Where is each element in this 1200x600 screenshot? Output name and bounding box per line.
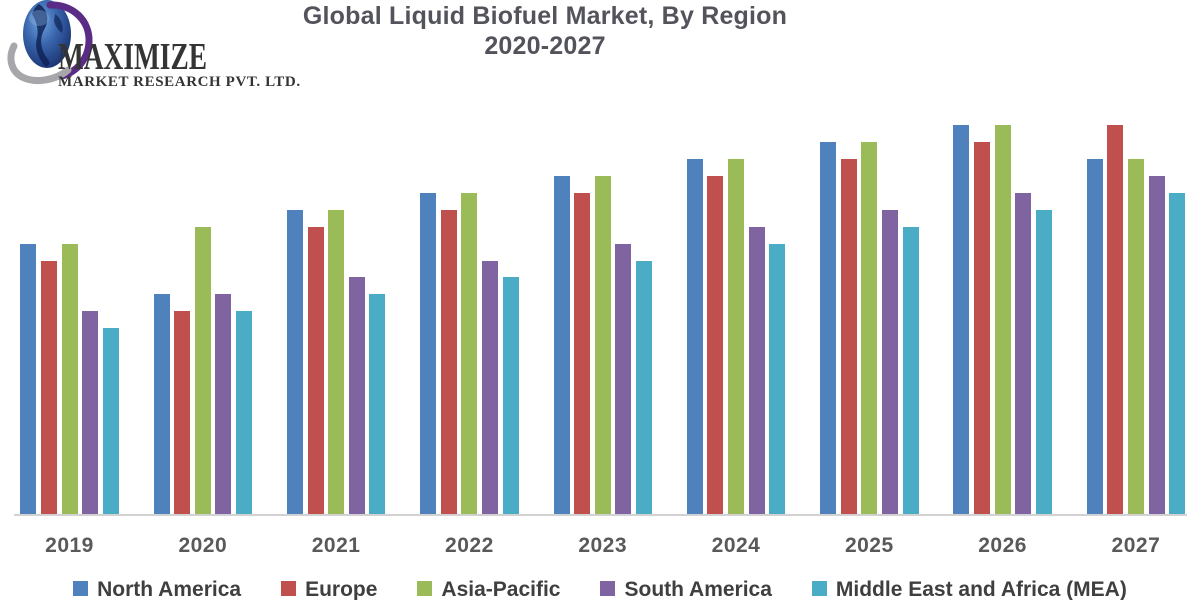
bar-asia-pacific-2022 bbox=[461, 193, 478, 514]
x-axis-line bbox=[14, 514, 1187, 516]
bar-asia-pacific-2026 bbox=[994, 125, 1011, 514]
legend-label-europe: Europe bbox=[305, 578, 378, 600]
bar-middle-east-and-africa-mea-2022 bbox=[502, 277, 519, 514]
bar-south-america-2020 bbox=[215, 294, 232, 514]
bar-europe-2021 bbox=[307, 227, 324, 514]
logo-subtitle-text: MARKET RESEARCH PVT. LTD. bbox=[58, 74, 301, 90]
x-axis-label-2020: 2020 bbox=[178, 534, 228, 557]
bar-europe-2025 bbox=[840, 159, 857, 514]
bar-europe-2027 bbox=[1107, 125, 1124, 514]
chart-legend: North America Europe Asia-Pacific South Ame… bbox=[0, 577, 1200, 600]
x-axis-label-2024: 2024 bbox=[711, 534, 761, 557]
chart-title: Global Liquid Biofuel Market, By Region … bbox=[250, 1, 840, 61]
chart-title-line2: 2020-2027 bbox=[484, 32, 606, 60]
legend-swatch-icon-asia-pacific bbox=[417, 581, 433, 596]
legend-item-north-america: North America bbox=[73, 577, 241, 600]
bar-north-america-2022 bbox=[420, 193, 437, 514]
bar-south-america-2021 bbox=[348, 277, 365, 514]
legend-swatch-icon-europe bbox=[281, 581, 297, 596]
legend-item-south-america: South America bbox=[600, 577, 772, 600]
bar-north-america-2021 bbox=[286, 210, 303, 514]
legend-label-north-america: North America bbox=[97, 578, 242, 600]
x-axis-label-2027: 2027 bbox=[1111, 534, 1161, 557]
x-axis-label-2019: 2019 bbox=[45, 534, 94, 557]
bar-north-america-2020 bbox=[153, 294, 170, 514]
x-axis-label-2026: 2026 bbox=[978, 534, 1027, 557]
bar-north-america-2023 bbox=[553, 176, 570, 514]
bar-north-america-2019 bbox=[20, 244, 37, 514]
bar-asia-pacific-2024 bbox=[728, 159, 744, 514]
bar-north-america-2026 bbox=[953, 125, 970, 514]
bar-middle-east-and-africa-mea-2019 bbox=[102, 328, 119, 514]
bar-middle-east-and-africa-mea-2020 bbox=[236, 311, 252, 514]
legend-swatch-icon-middle-east-and-africa-mea bbox=[811, 581, 827, 596]
legend-item-middle-east-and-africa-mea: Middle East and Africa (MEA) bbox=[811, 577, 1127, 600]
logo-brand-text: MAXIMIZE bbox=[58, 36, 207, 78]
bar-middle-east-and-africa-mea-2026 bbox=[1035, 210, 1052, 514]
bar-south-america-2024 bbox=[748, 227, 765, 514]
bar-asia-pacific-2021 bbox=[328, 210, 345, 514]
bar-asia-pacific-2027 bbox=[1127, 159, 1144, 514]
bar-south-america-2023 bbox=[615, 244, 632, 514]
bar-europe-2022 bbox=[440, 210, 457, 514]
bar-asia-pacific-2020 bbox=[194, 227, 211, 514]
bar-north-america-2025 bbox=[820, 142, 837, 514]
bar-middle-east-and-africa-mea-2025 bbox=[902, 227, 919, 514]
bar-europe-2024 bbox=[707, 176, 724, 514]
bar-middle-east-and-africa-mea-2027 bbox=[1169, 193, 1186, 514]
legend-item-europe: Europe bbox=[281, 577, 377, 600]
x-axis-label-2023: 2023 bbox=[578, 534, 628, 557]
bar-europe-2023 bbox=[574, 193, 591, 514]
x-axis-label-2025: 2025 bbox=[844, 534, 894, 557]
chart-title-line1: Global Liquid Biofuel Market, By Region bbox=[302, 2, 788, 30]
maximize-market-research-logo: MAXIMIZE MARKET RESEARCH PVT. LTD. bbox=[6, 0, 306, 104]
bar-middle-east-and-africa-mea-2021 bbox=[369, 294, 386, 514]
bar-europe-2026 bbox=[974, 142, 990, 514]
legend-swatch-icon-north-america bbox=[73, 581, 89, 596]
legend-label-middle-east-and-africa-mea: Middle East and Africa (MEA) bbox=[835, 578, 1127, 600]
bar-europe-2019 bbox=[40, 261, 57, 514]
bar-middle-east-and-africa-mea-2024 bbox=[769, 244, 786, 514]
bar-asia-pacific-2019 bbox=[61, 244, 78, 514]
bar-south-america-2022 bbox=[482, 261, 498, 514]
bar-middle-east-and-africa-mea-2023 bbox=[635, 261, 652, 514]
legend-label-asia-pacific: Asia-Pacific bbox=[441, 578, 561, 600]
bar-south-america-2019 bbox=[82, 311, 99, 514]
bar-asia-pacific-2023 bbox=[594, 176, 611, 514]
bar-south-america-2027 bbox=[1148, 176, 1165, 514]
bar-europe-2020 bbox=[174, 311, 191, 514]
bar-north-america-2024 bbox=[686, 159, 703, 514]
bar-north-america-2027 bbox=[1086, 159, 1103, 514]
bar-south-america-2026 bbox=[1015, 193, 1032, 514]
bar-asia-pacific-2025 bbox=[861, 142, 878, 514]
globe-swoosh-logo-icon bbox=[7, 0, 93, 84]
x-axis-label-2021: 2021 bbox=[311, 534, 361, 557]
legend-swatch-icon-south-america bbox=[600, 581, 616, 596]
x-axis-label-2022: 2022 bbox=[445, 534, 494, 557]
legend-item-asia-pacific: Asia-Pacific bbox=[417, 577, 560, 600]
legend-label-south-america: South America bbox=[624, 578, 772, 600]
bar-south-america-2025 bbox=[881, 210, 898, 514]
